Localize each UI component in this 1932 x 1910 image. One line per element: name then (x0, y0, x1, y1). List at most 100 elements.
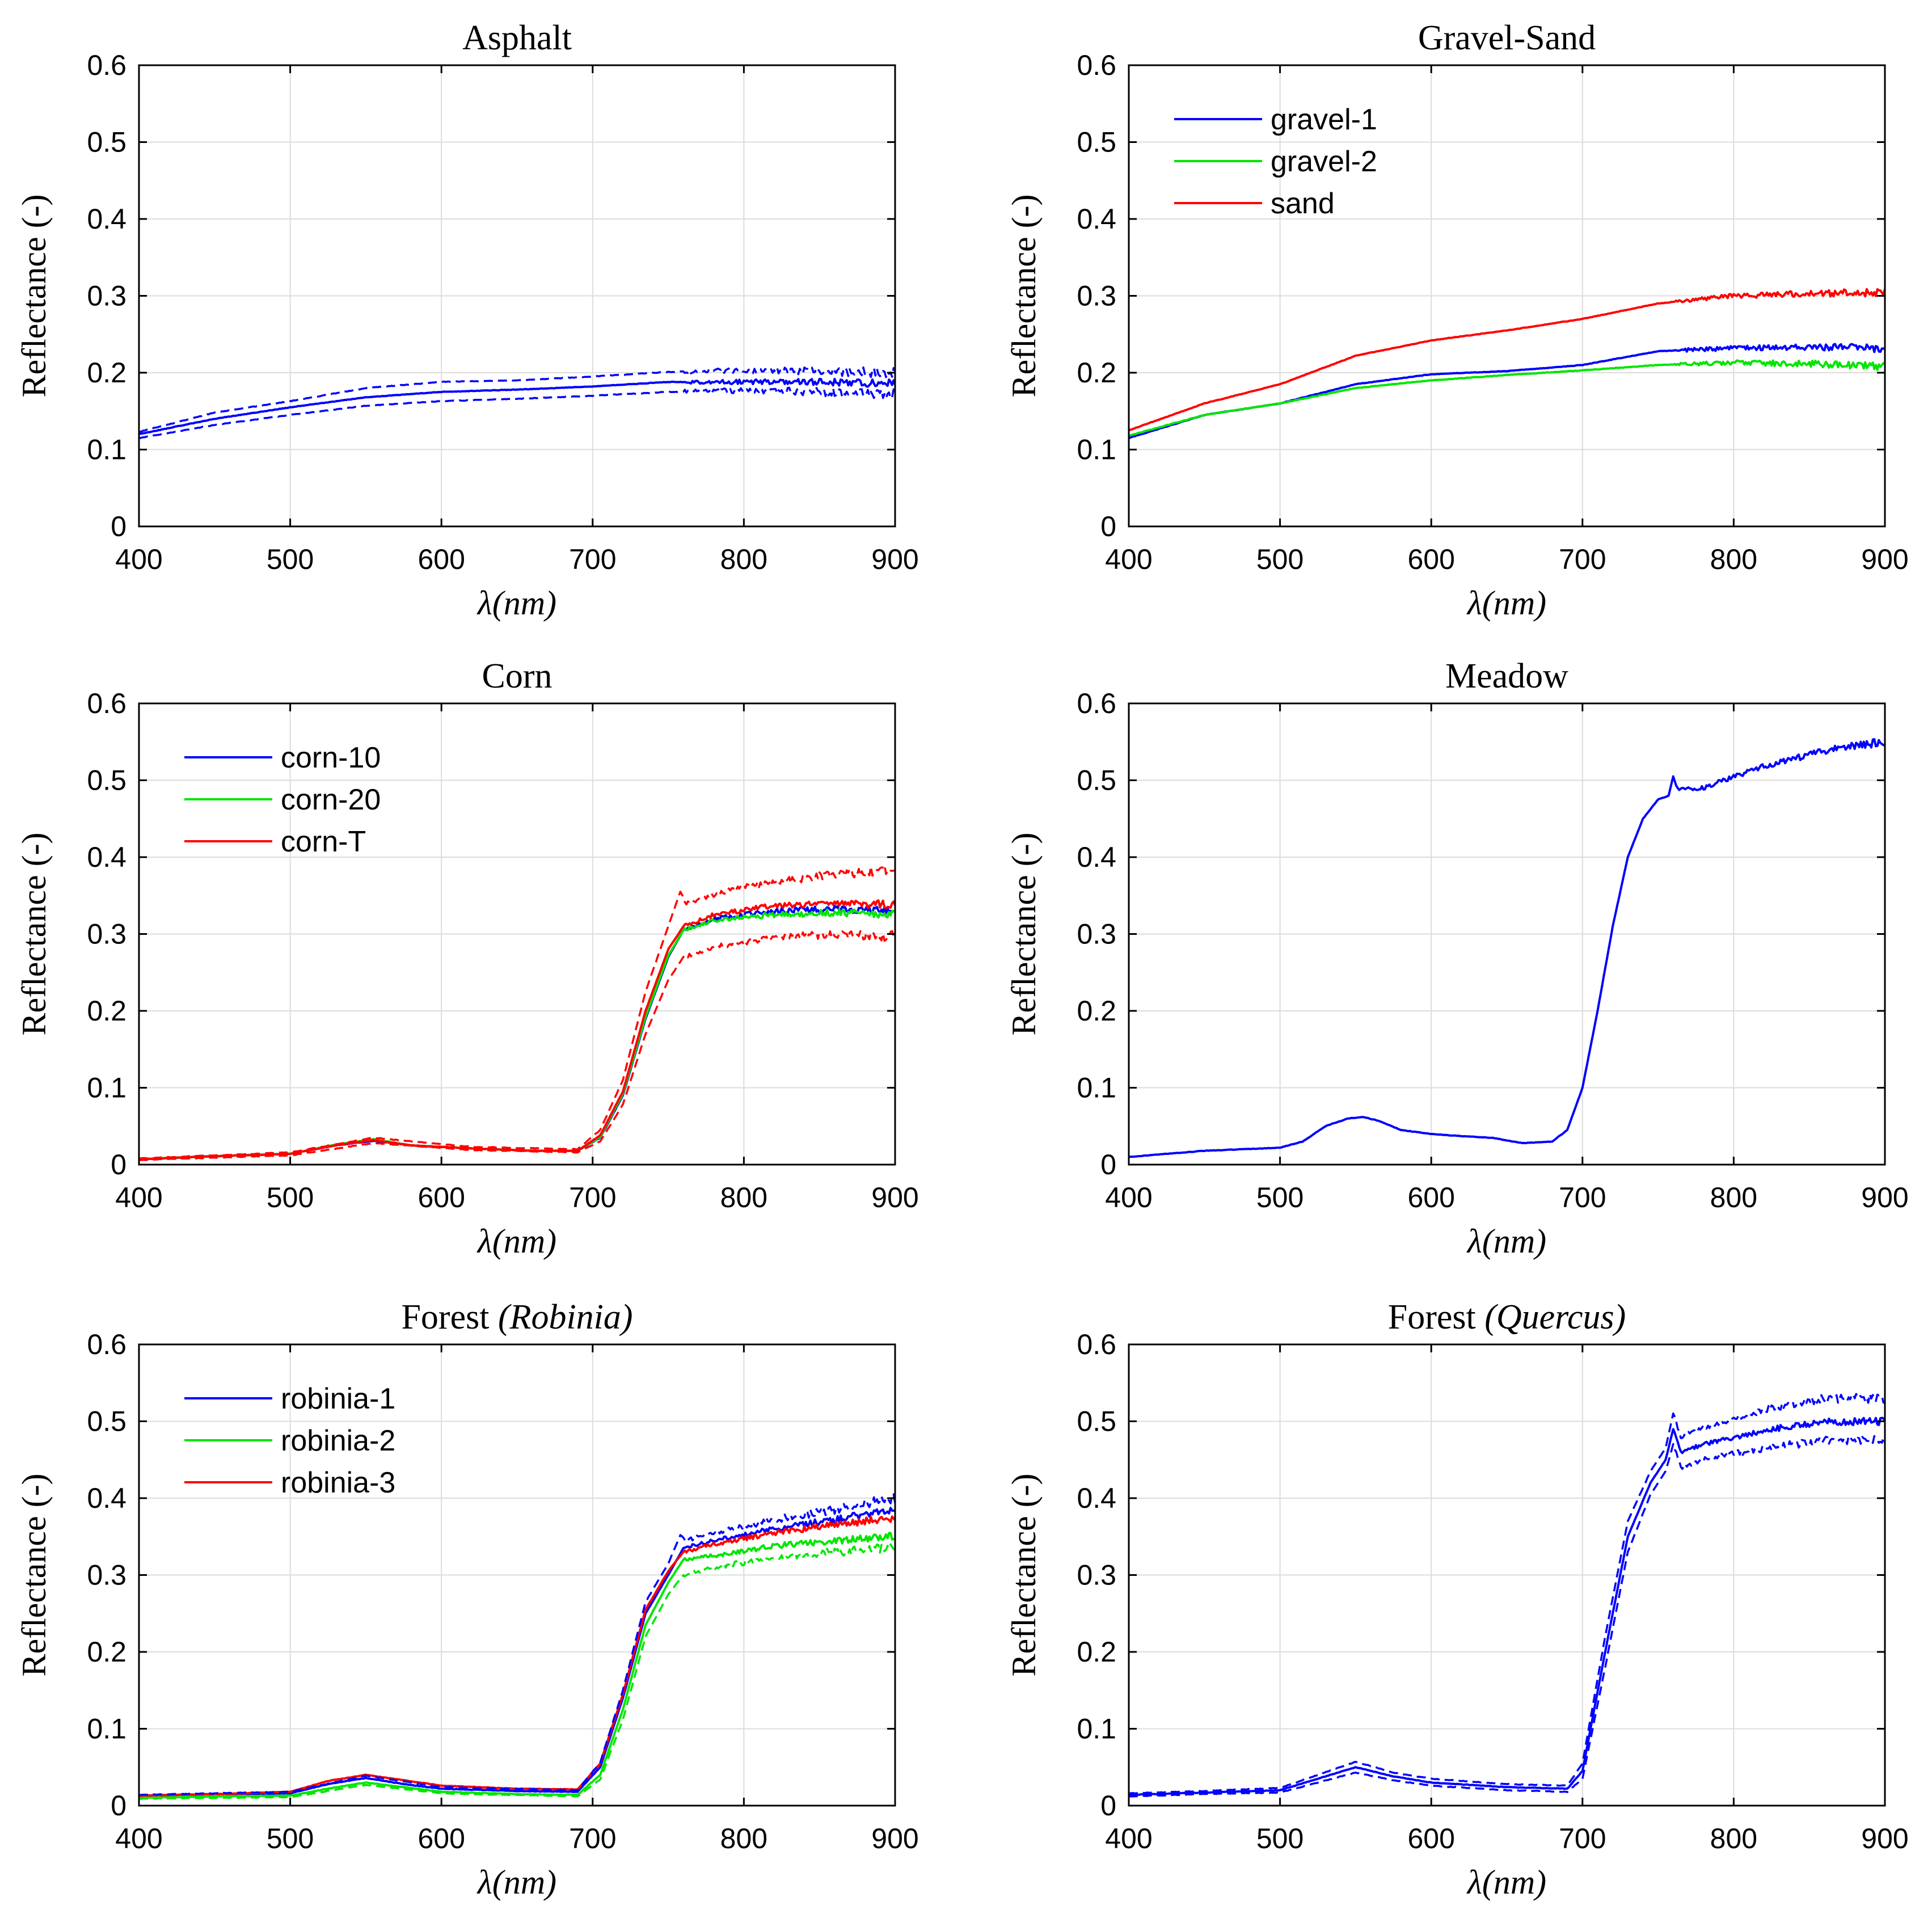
x-tick-label: 900 (871, 543, 918, 575)
series-group (139, 1493, 895, 1800)
chart-title: Gravel-Sand (1418, 19, 1596, 57)
series-line-robinia-2-lower (139, 1543, 895, 1800)
series-line-gravel-2 (1129, 359, 1885, 437)
series-line-sand (1129, 288, 1885, 432)
series-group (1129, 738, 1885, 1158)
series-line-corn-T-lower (139, 930, 895, 1161)
series-group (139, 863, 895, 1161)
y-tick-label: 0.4 (1077, 1482, 1116, 1514)
x-tick-label: 900 (1861, 543, 1908, 575)
y-axis-label: Reflectance (-) (1005, 1473, 1043, 1676)
x-axis-label-unit: (nm) (492, 1222, 556, 1260)
chart-title: Corn (482, 657, 552, 695)
x-tick-label: 700 (1559, 1182, 1606, 1213)
series-line-corn-T-upper (139, 863, 895, 1160)
x-tick-label: 400 (1105, 1823, 1152, 1854)
y-tick-label: 0.1 (1077, 1072, 1116, 1104)
y-axis-label: Reflectance (-) (15, 1473, 53, 1676)
x-tick-label: 900 (871, 1182, 918, 1213)
y-tick-label: 0.1 (87, 434, 126, 466)
x-tick-label: 600 (1407, 1823, 1454, 1854)
legend-label-robinia-1: robinia-1 (281, 1382, 395, 1415)
x-axis-label: λ(nm) (476, 584, 556, 622)
y-tick-label: 0.6 (87, 1329, 126, 1360)
x-tick-label: 700 (569, 543, 616, 575)
x-tick-label: 900 (1861, 1182, 1908, 1213)
y-tick-label: 0.1 (87, 1713, 126, 1745)
legend-label-robinia-2: robinia-2 (281, 1424, 395, 1457)
x-axis-label-symbol: λ (476, 1222, 492, 1260)
x-tick-label: 700 (569, 1823, 616, 1854)
x-tick-label: 800 (1710, 543, 1757, 575)
series-group (1129, 288, 1885, 440)
y-tick-label: 0.4 (1077, 203, 1116, 235)
x-axis-label-symbol: λ (1466, 584, 1482, 622)
y-tick-label: 0.4 (87, 203, 126, 235)
y-tick-label: 0 (1100, 1149, 1116, 1180)
y-tick-label: 0.5 (1077, 1406, 1116, 1437)
x-axis-label: λ(nm) (1466, 584, 1546, 622)
series-line-quercus-upper (1129, 1393, 1885, 1795)
y-axis-label: Reflectance (-) (1005, 194, 1043, 397)
y-tick-label: 0.2 (87, 995, 126, 1027)
x-tick-label: 800 (720, 1182, 767, 1213)
x-tick-label: 500 (267, 1823, 314, 1854)
chart-title-main: Asphalt (462, 19, 572, 57)
y-tick-label: 0.5 (87, 1406, 126, 1437)
y-tick-label: 0.1 (87, 1072, 126, 1104)
x-tick-label: 600 (417, 1823, 465, 1854)
x-tick-label: 400 (1105, 543, 1152, 575)
series-group (139, 366, 895, 439)
x-axis-label-unit: (nm) (492, 584, 556, 622)
y-tick-label: 0.6 (1077, 1329, 1116, 1360)
series-line-asphalt-upper (139, 366, 895, 433)
x-tick-label: 900 (1861, 1823, 1908, 1854)
y-tick-label: 0 (1100, 1790, 1116, 1822)
legend-label-robinia-3: robinia-3 (281, 1466, 395, 1499)
chart-title-main: Corn (482, 657, 552, 695)
y-tick-label: 0.2 (1077, 1636, 1116, 1668)
chart-panel-6: 400 500 600 700 800 900 0 0.1 0.2 0.3 0.4 0.5 0.6 For… (1005, 1298, 1909, 1901)
x-axis-label: λ(nm) (1466, 1222, 1546, 1260)
x-tick-label: 800 (1710, 1823, 1757, 1854)
x-tick-label: 600 (1407, 1182, 1454, 1213)
series-line-asphalt-lower (139, 386, 895, 439)
chart-title: Forest (Robinia) (401, 1298, 632, 1336)
legend-label-corn-T: corn-T (281, 825, 366, 858)
y-tick-label: 0.3 (1077, 280, 1116, 312)
x-axis-label-symbol: λ (1466, 1863, 1482, 1901)
y-tick-label: 0.3 (87, 918, 126, 950)
y-tick-label: 0.3 (87, 1559, 126, 1591)
y-tick-label: 0.4 (87, 841, 126, 873)
y-tick-label: 0.5 (87, 765, 126, 796)
x-tick-label: 800 (1710, 1182, 1757, 1213)
y-tick-label: 0.6 (1077, 49, 1116, 81)
y-tick-label: 0.3 (87, 280, 126, 312)
chart-panel-5: 400 500 600 700 800 900 0 0.1 0.2 0.3 0.4 0.5 0.6 For… (15, 1298, 919, 1901)
x-tick-label: 500 (1256, 543, 1304, 575)
x-tick-label: 700 (1559, 543, 1606, 575)
series-line-meadow (1129, 738, 1885, 1158)
y-axis-label: Reflectance (-) (15, 832, 53, 1035)
y-tick-label: 0.2 (87, 357, 126, 389)
y-tick-label: 0.1 (1077, 1713, 1116, 1745)
y-tick-label: 0.4 (87, 1482, 126, 1514)
chart-panel-1: 400 500 600 700 800 900 0 0.1 0.2 0.3 0.4 0.5 0.6 Asp… (15, 19, 919, 622)
x-axis-label: λ(nm) (476, 1222, 556, 1260)
chart-title-italic: (Robinia) (498, 1298, 633, 1336)
chart-title-main: Meadow (1445, 657, 1568, 695)
series-group (1129, 1393, 1885, 1798)
chart-title-main: Forest (401, 1298, 498, 1336)
series-line-asphalt-mean (139, 378, 895, 436)
y-tick-label: 0.1 (1077, 434, 1116, 466)
y-tick-label: 0.6 (87, 49, 126, 81)
chart-title-main: Gravel-Sand (1418, 19, 1596, 57)
y-tick-label: 0.2 (1077, 995, 1116, 1027)
y-tick-label: 0.3 (1077, 918, 1116, 950)
chart-title-italic: (Quercus) (1484, 1298, 1626, 1336)
x-axis-label-unit: (nm) (1482, 1863, 1546, 1901)
x-tick-label: 800 (720, 1823, 767, 1854)
x-tick-label: 700 (569, 1182, 616, 1213)
y-tick-label: 0.5 (1077, 127, 1116, 158)
